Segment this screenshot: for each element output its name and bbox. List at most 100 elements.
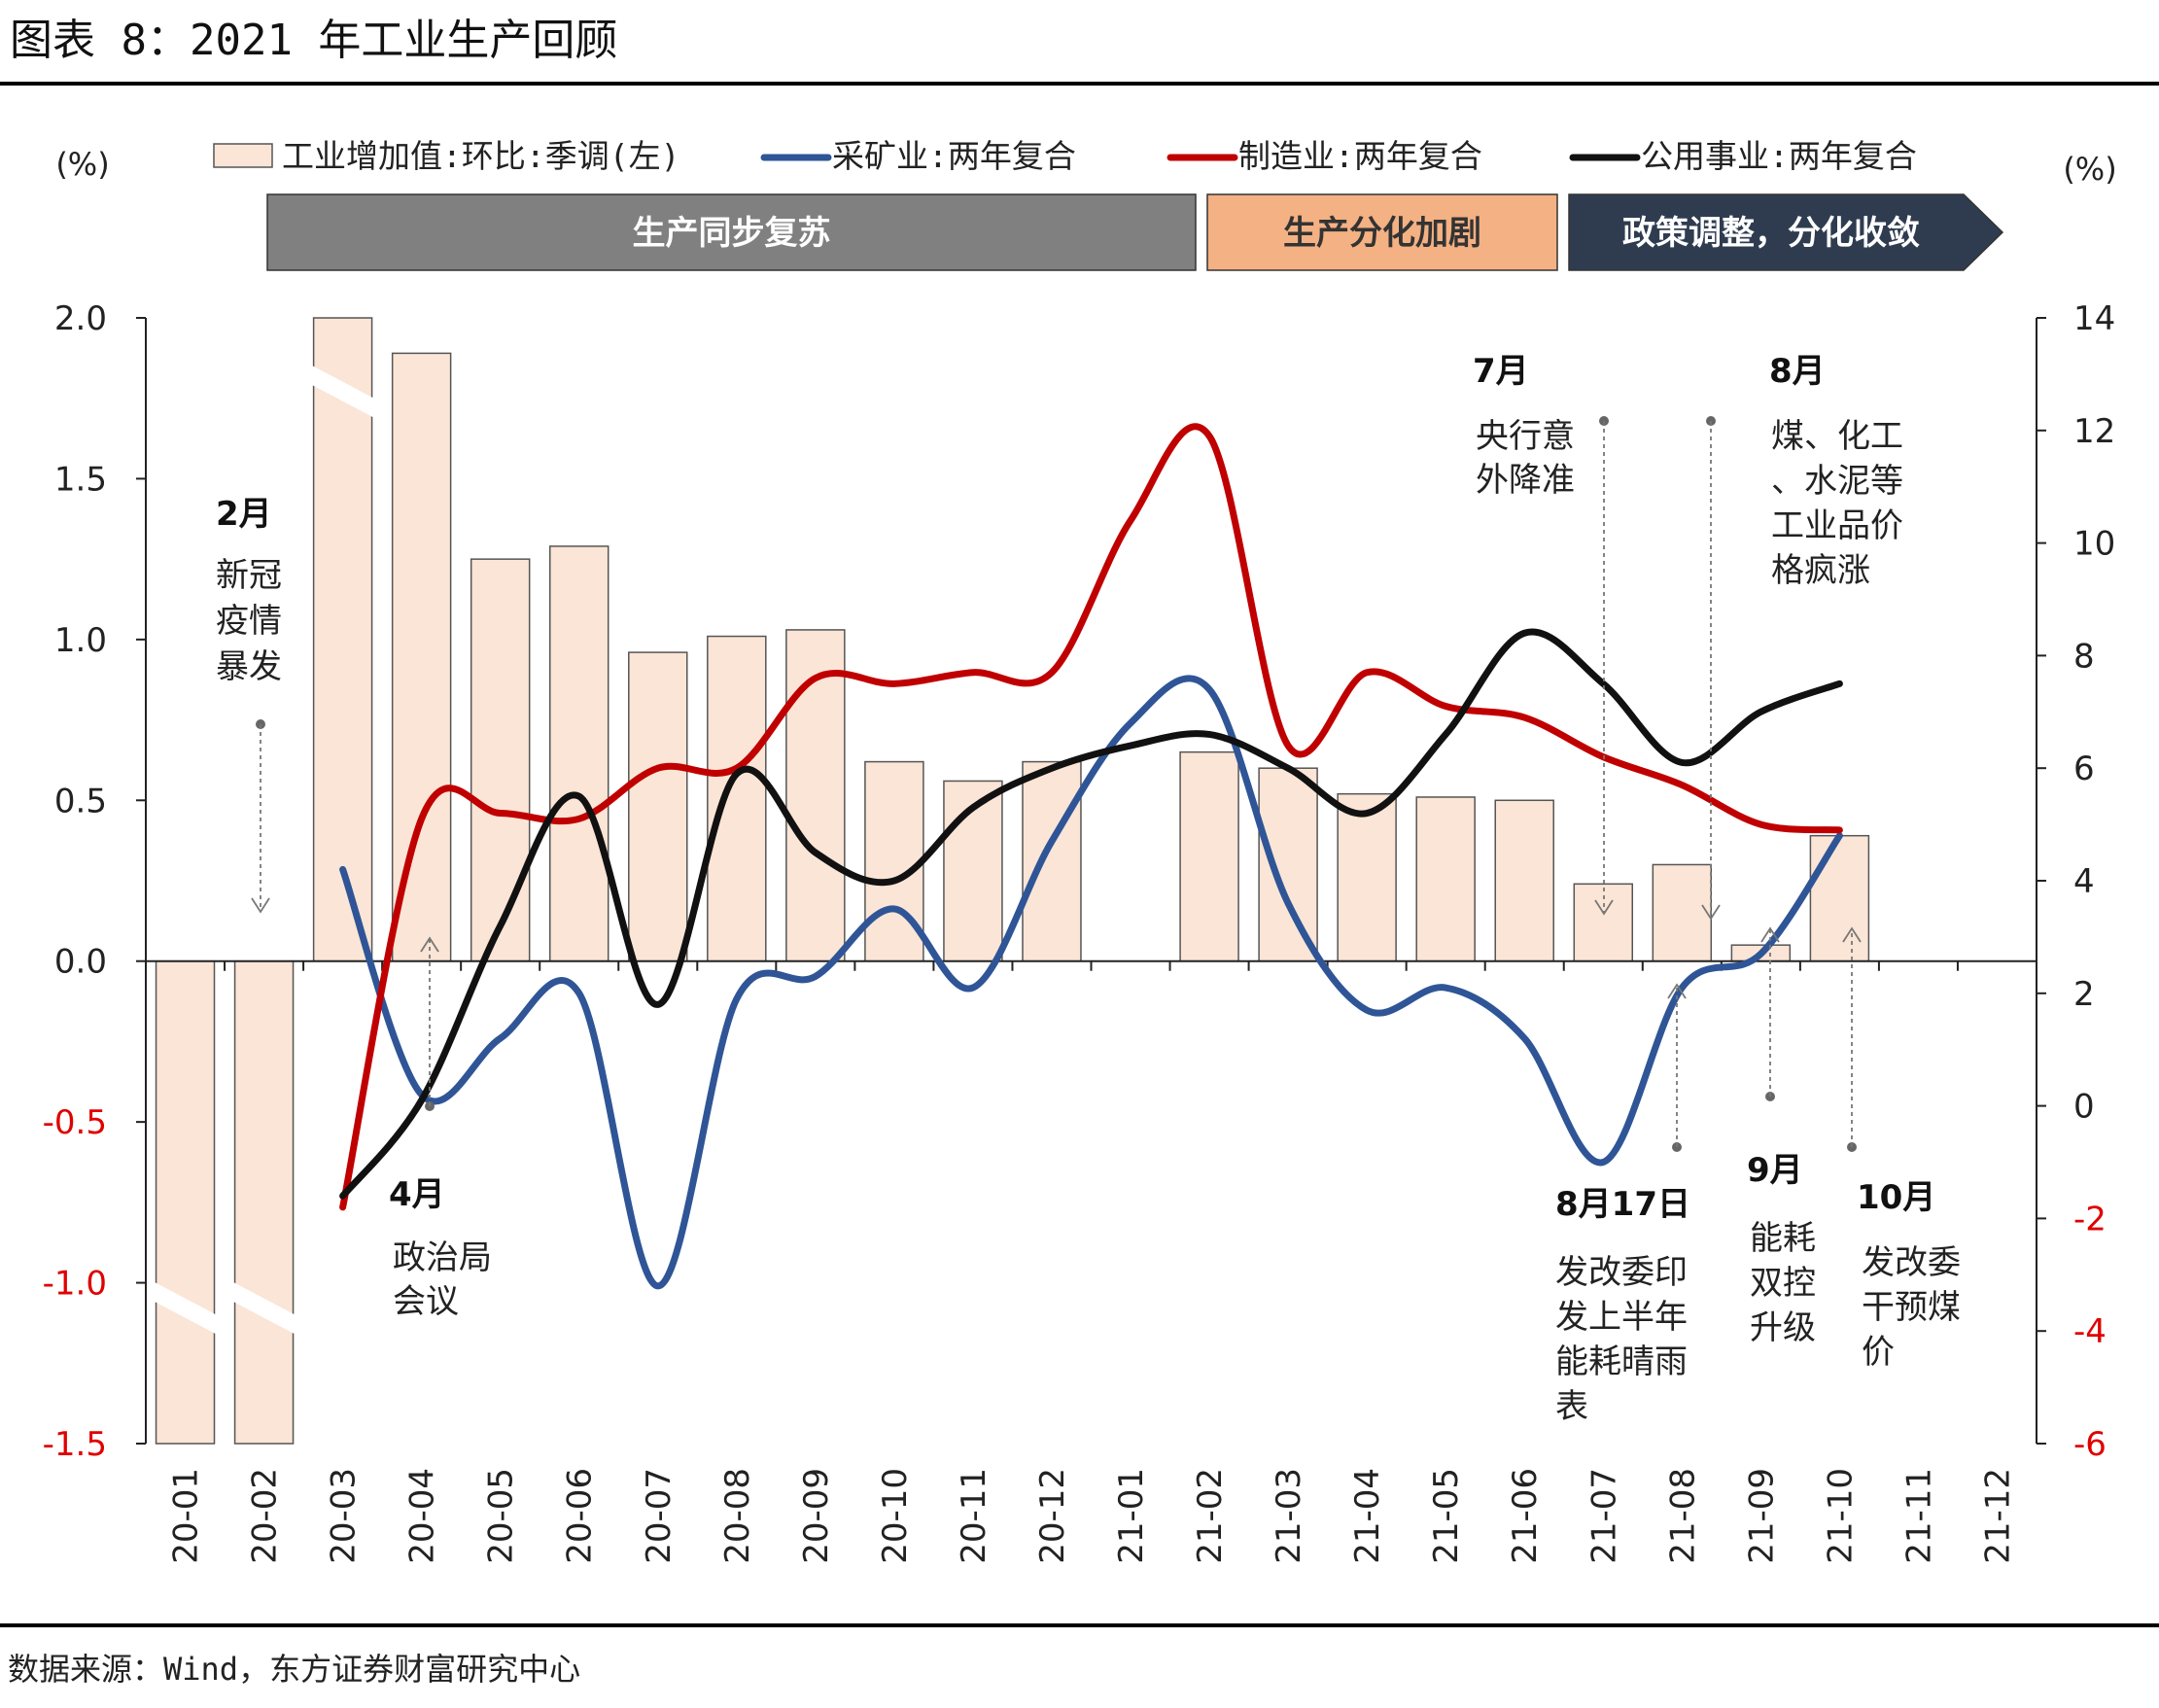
right-tick-label: 6 bbox=[2073, 749, 2095, 788]
x-tick-label: 20-11 bbox=[955, 1468, 993, 1564]
x-tick-label: 21-07 bbox=[1584, 1468, 1623, 1564]
x-tick-label: 20-05 bbox=[482, 1468, 521, 1564]
annotation-text: 、水泥等 bbox=[1771, 462, 1903, 501]
left-tick-label: 1.0 bbox=[54, 621, 107, 660]
annotation-title: 8月17日 bbox=[1555, 1185, 1690, 1224]
annotation-text: 升级 bbox=[1750, 1308, 1816, 1347]
manufacturing-line bbox=[339, 423, 1843, 1211]
annotation-text: 表 bbox=[1555, 1387, 1588, 1426]
bar-20-03 bbox=[312, 317, 373, 962]
bar-20-05 bbox=[470, 558, 531, 962]
axis-break-20-01 bbox=[150, 1279, 221, 1337]
bar-20-09 bbox=[785, 629, 846, 962]
x-tick-label: 21-02 bbox=[1191, 1468, 1230, 1564]
bar-21-06 bbox=[1494, 799, 1554, 962]
annotation-arrow-head bbox=[1594, 899, 1614, 916]
annotation-text: 政治局 bbox=[393, 1238, 492, 1277]
x-tick-label: 20-12 bbox=[1033, 1468, 1072, 1564]
x-tick-label: 21-09 bbox=[1742, 1468, 1781, 1564]
x-tick-label: 21-12 bbox=[1978, 1468, 2017, 1564]
plot-area: 2.0 1.5 1.0 0.5 0.0 -0.5 -1.0 -1.5 14 12 10 8 6 4 2 0 -2… bbox=[43, 299, 2116, 1564]
annotation-text: 格疯涨 bbox=[1771, 551, 1870, 590]
annotation-text: 干预煤 bbox=[1862, 1288, 1961, 1327]
bar-series bbox=[155, 317, 1870, 1445]
annotation-text: 工业品价 bbox=[1771, 506, 1903, 545]
x-tick-label: 21-06 bbox=[1506, 1468, 1545, 1564]
bar-20-10 bbox=[864, 760, 924, 962]
annotation-text: 双控 bbox=[1750, 1264, 1816, 1303]
annotation-text: 外降准 bbox=[1476, 461, 1575, 500]
utilities-line bbox=[339, 628, 1843, 1200]
right-tick-label: -4 bbox=[2073, 1312, 2107, 1351]
bar-20-01 bbox=[155, 959, 216, 1445]
legend-label: 公用事业:两年复合 bbox=[1641, 137, 1917, 175]
x-tick-label: 20-10 bbox=[876, 1468, 915, 1564]
legend-swatch-bars bbox=[213, 143, 273, 168]
x-tick-label: 20-04 bbox=[403, 1468, 442, 1564]
annotation-arrow-head bbox=[1760, 926, 1780, 943]
legend-label: 制造业:两年复合 bbox=[1238, 137, 1482, 175]
right-tick-label: 2 bbox=[2073, 975, 2095, 1014]
bar-20-06 bbox=[548, 545, 609, 962]
annotation-title: 10月 bbox=[1857, 1178, 1935, 1217]
figure-title: 图表 8：2021 年工业生产回顾 bbox=[10, 16, 617, 65]
line-series bbox=[339, 423, 1843, 1290]
annotation-title: 7月 bbox=[1473, 352, 1529, 391]
annotation-text: 煤、化工 bbox=[1771, 417, 1903, 456]
legend: 工业增加值:环比:季调(左) 采矿业:两年复合 制造业:两年复合 公用事业:两年复合 bbox=[213, 137, 1917, 175]
phase-bands: 生产同步复苏 生产分化加剧 政策调整，分化收敛 bbox=[266, 193, 2004, 271]
right-tick-label: 12 bbox=[2073, 412, 2115, 451]
x-tick-label: 21-05 bbox=[1427, 1468, 1466, 1564]
x-tick-label: 21-11 bbox=[1899, 1468, 1938, 1564]
annotation-title: 8月 bbox=[1769, 352, 1826, 391]
annotation-text: 能耗 bbox=[1750, 1219, 1816, 1258]
bar-20-04 bbox=[391, 352, 452, 962]
annotation-title: 9月 bbox=[1747, 1151, 1803, 1190]
bar-20-07 bbox=[628, 651, 688, 962]
left-tick-label: -1.0 bbox=[43, 1265, 107, 1304]
bar-21-08 bbox=[1652, 863, 1713, 962]
annotation-text: 价 bbox=[1862, 1333, 1895, 1372]
annotation-text: 会议 bbox=[393, 1282, 459, 1321]
right-tick-label: 4 bbox=[2073, 862, 2095, 901]
annotation-text: 疫情 bbox=[216, 602, 282, 641]
bar-21-05 bbox=[1415, 796, 1476, 962]
left-tick-label: 0.0 bbox=[54, 943, 107, 982]
phase-band bbox=[266, 193, 1197, 271]
right-tick-label: 10 bbox=[2073, 525, 2115, 564]
annotation-text: 发改委 bbox=[1862, 1243, 1961, 1282]
bar-20-12 bbox=[1022, 760, 1082, 962]
annotation-arrow-head bbox=[1701, 904, 1721, 921]
bar-20-02 bbox=[233, 959, 295, 1445]
axes: 2.0 1.5 1.0 0.5 0.0 -0.5 -1.0 -1.5 14 12 10 8 6 4 2 0 -2… bbox=[43, 299, 2116, 1564]
bar-20-08 bbox=[707, 635, 767, 962]
axis-break-20-02 bbox=[228, 1279, 299, 1337]
annotation-text: 暴发 bbox=[216, 647, 282, 686]
axis-break-20-03 bbox=[307, 363, 378, 420]
phase-band bbox=[1568, 193, 2004, 271]
annotation-text: 能耗晴雨 bbox=[1555, 1342, 1688, 1381]
bar-21-04 bbox=[1337, 792, 1397, 962]
phase-band bbox=[1206, 193, 1558, 271]
legend-label: 工业增加值:环比:季调(左) bbox=[282, 137, 679, 175]
x-tick-label: 21-04 bbox=[1348, 1468, 1387, 1564]
annotation-arrow-head bbox=[251, 897, 270, 914]
left-tick-label: -1.5 bbox=[43, 1425, 107, 1464]
annotation-text: 央行意 bbox=[1476, 417, 1575, 456]
left-unit-label: (%) bbox=[55, 146, 109, 183]
left-tick-label: 0.5 bbox=[54, 782, 107, 820]
x-tick-label: 21-01 bbox=[1112, 1468, 1151, 1564]
right-tick-label: 14 bbox=[2073, 299, 2115, 338]
right-tick-label: -6 bbox=[2073, 1425, 2107, 1464]
bar-21-02 bbox=[1179, 750, 1239, 962]
right-tick-label: 0 bbox=[2073, 1088, 2095, 1127]
x-tick-label: 20-01 bbox=[167, 1468, 206, 1564]
right-unit-label: (%) bbox=[2063, 151, 2116, 188]
right-tick-label: 8 bbox=[2073, 637, 2095, 676]
phase-label: 生产分化加剧 bbox=[1283, 214, 1481, 253]
left-tick-label: 1.5 bbox=[54, 460, 107, 499]
x-tick-label: 21-10 bbox=[1821, 1468, 1860, 1564]
annotation-title: 2月 bbox=[216, 495, 272, 534]
